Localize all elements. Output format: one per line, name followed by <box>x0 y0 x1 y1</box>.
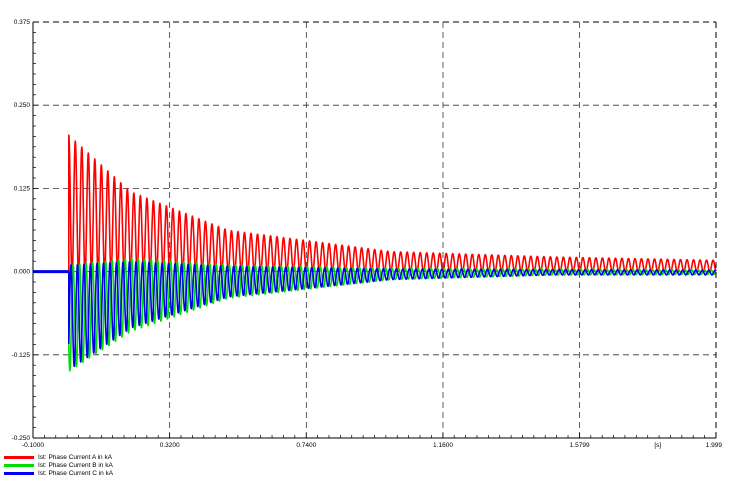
x-tick-label-4: 1.5799 <box>570 442 590 449</box>
legend-label-c: Ist: Phase Current C in kA <box>38 469 114 477</box>
x-tick-label-3: 1.1600 <box>433 442 453 449</box>
x-tick-label-5: 1.999 <box>706 442 723 449</box>
x-tick-label-0: -0.1000 <box>22 442 44 449</box>
y-tick-label-2: 0.125 <box>14 185 31 192</box>
x-tick-label-1: 0.3200 <box>160 442 180 449</box>
x-unit-label: [s] <box>654 442 661 449</box>
legend-label-b: Ist: Phase Current B in kA <box>38 461 113 469</box>
y-tick-label-4: -0.125 <box>12 352 31 359</box>
y-tick-label-3: 0.000 <box>14 269 31 276</box>
legend-item-c: Ist: Phase Current C in kA <box>4 469 113 477</box>
series-layer <box>33 134 717 372</box>
legend-swatch-c <box>4 471 34 475</box>
legend: Ist: Phase Current A in kA Ist: Phase Cu… <box>4 453 113 477</box>
series-line-c <box>33 260 717 368</box>
grid <box>33 22 716 438</box>
y-tick-label-0: 0.375 <box>14 19 31 26</box>
legend-swatch-a <box>4 455 34 459</box>
y-tick-label-1: 0.250 <box>14 102 31 109</box>
legend-label-a: Ist: Phase Current A in kA <box>38 453 113 461</box>
legend-swatch-b <box>4 463 34 467</box>
legend-item-b: Ist: Phase Current B in kA <box>4 461 113 469</box>
axes <box>32 21 717 439</box>
legend-item-a: Ist: Phase Current A in kA <box>4 453 113 461</box>
y-tick-label-5: -0.250 <box>12 435 31 442</box>
ticks: 0.375 0.250 0.125 0.000 -0.125 -0.250-0.1000 0… <box>12 19 723 449</box>
series-line-a <box>33 134 717 279</box>
x-tick-label-2: 0.7400 <box>296 442 316 449</box>
